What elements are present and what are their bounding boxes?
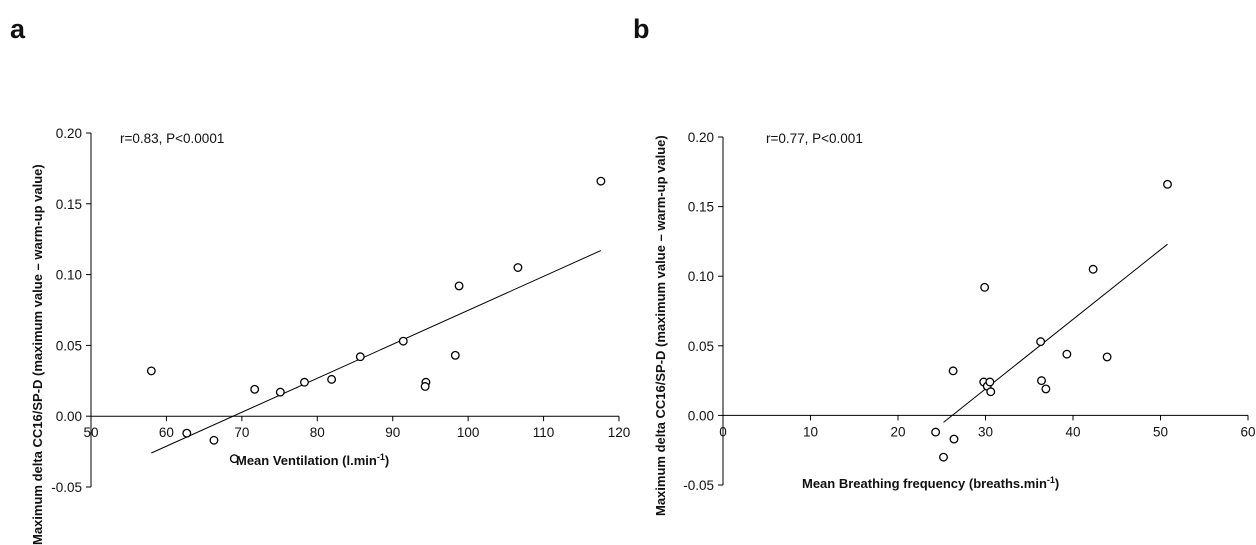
panel-b-data-point	[1036, 337, 1046, 347]
panel-b-x-ticks: 0 10 20 30 40 50 60	[719, 415, 1256, 439]
panel-a-data-point	[300, 377, 309, 387]
panel-a-x-tick-label: 80	[310, 425, 325, 440]
panel-a-y-tick-label: 0.05	[56, 338, 82, 353]
panel-b-data-point	[980, 282, 990, 292]
panel-b-data-point	[1062, 349, 1072, 359]
panel-a-x-ticks: 50 60 70 80 90 100 110 120	[83, 416, 630, 440]
panel-a-annotation: r=0.83, P<0.0001	[120, 131, 224, 146]
panel-b-data-point	[949, 434, 959, 444]
panel-b-data-point	[985, 377, 995, 387]
panel-b-x-axis-title: Mean Breathing frequency (breaths.min-1)	[802, 475, 1059, 491]
panel-a-y-tick-label: -0.05	[51, 480, 82, 495]
panel-a-x-tick-label: 90	[385, 425, 400, 440]
panel-b-x-tick-label: 0	[719, 424, 727, 439]
panel-b: b r=0.77, P<0.001 -0.05 0.00 0.05 0.10 0.15 0…	[633, 14, 1256, 516]
panel-a-y-tick-label: 0.15	[56, 197, 82, 212]
panel-b-letter: b	[633, 14, 650, 44]
panel-a-x-axis-title-sup: -1	[377, 452, 385, 462]
panel-a-y-axis-title: Maximum delta CC16/SP-D (maximum value –…	[30, 164, 45, 545]
panel-a-x-axis-title-end: )	[385, 453, 389, 468]
panel-b-data-point	[931, 427, 941, 437]
panel-b-x-axis-title-sup: -1	[1047, 475, 1055, 485]
panel-b-data-point	[939, 452, 948, 462]
panel-a-x-tick-label: 70	[234, 425, 249, 440]
panel-b-regression-line	[943, 243, 1168, 423]
panel-b-data-point	[1163, 179, 1172, 189]
panel-a-data-point	[420, 382, 430, 391]
panel-a-y-ticks: -0.05 0.00 0.05 0.10 0.15 0.20	[51, 126, 91, 495]
panel-a-x-tick-label: 100	[457, 425, 480, 440]
panel-b-y-tick-label: -0.05	[683, 478, 714, 493]
panel-a-y-tick-label: 0.20	[56, 126, 82, 141]
panel-b-x-tick-label: 40	[1065, 424, 1080, 439]
panel-a-y-tick-label: 0.10	[56, 268, 82, 283]
panel-a-x-tick-label: 50	[83, 425, 98, 440]
panel-b-x-tick-label: 60	[1240, 424, 1255, 439]
panel-a-x-tick-label: 120	[608, 425, 631, 440]
panel-a-data-point	[398, 336, 408, 346]
panel-a-data-point	[450, 350, 460, 360]
panel-a-x-tick-label: 110	[533, 425, 555, 440]
panel-b-data-point	[986, 387, 996, 397]
panel-b-y-tick-label: 0.00	[688, 408, 714, 423]
panel-a-y-tick-label: 0.00	[56, 409, 82, 424]
panel-b-data-point	[1037, 376, 1046, 386]
panel-a-letter: a	[10, 14, 26, 44]
panel-a-data-point	[209, 435, 219, 445]
panel-b-y-tick-label: 0.10	[688, 269, 714, 284]
panel-b-annotation: r=0.77, P<0.001	[766, 131, 863, 146]
panel-b-y-ticks: -0.05 0.00 0.05 0.10 0.15 0.20	[683, 130, 723, 493]
panel-b-data-point	[948, 366, 958, 376]
panel-b-x-tick-label: 30	[978, 424, 993, 439]
panel-a-data-point	[454, 281, 464, 291]
panel-b-y-axis-title: Maximum delta CC16/SP-D (maximum value –…	[653, 135, 668, 516]
panel-b-x-tick-label: 20	[890, 424, 905, 439]
panel-b-data-point	[1102, 352, 1112, 362]
panel-a-x-axis-title-main: Mean Ventilation (l.min	[236, 453, 377, 468]
panel-a: a r=0.83, P<0.0001 -0.05 0.00 0.05 0.10 0.15…	[10, 14, 630, 545]
panel-a-data-point	[513, 263, 523, 272]
panel-a-data-point	[182, 428, 192, 438]
panel-a-data-point	[146, 366, 156, 376]
panel-a-points	[146, 176, 606, 464]
panel-a-regression-line	[151, 250, 602, 454]
panel-b-data-point	[1041, 384, 1051, 394]
panel-b-y-tick-label: 0.15	[688, 200, 714, 215]
panel-a-x-axis-title: Mean Ventilation (l.min-1)	[236, 452, 389, 468]
panel-b-y-tick-label: 0.20	[688, 130, 714, 145]
panel-b-x-axis-title-main: Mean Breathing frequency (breaths.min	[802, 476, 1047, 491]
panel-a-x-tick-label: 60	[159, 425, 174, 440]
panel-a-data-point	[275, 387, 285, 397]
panel-a-data-point	[596, 176, 606, 186]
panel-b-points	[931, 179, 1172, 462]
panel-a-data-point	[327, 374, 337, 384]
panel-b-data-point	[1088, 264, 1098, 274]
panel-a-data-point	[229, 454, 239, 464]
panel-b-x-axis-title-end: )	[1055, 476, 1059, 491]
panel-b-x-tick-label: 50	[1153, 424, 1168, 439]
panel-b-x-tick-label: 10	[803, 424, 818, 439]
panel-a-data-point	[250, 384, 260, 394]
panel-a-data-point	[355, 352, 365, 362]
panel-b-y-tick-label: 0.05	[688, 339, 714, 354]
